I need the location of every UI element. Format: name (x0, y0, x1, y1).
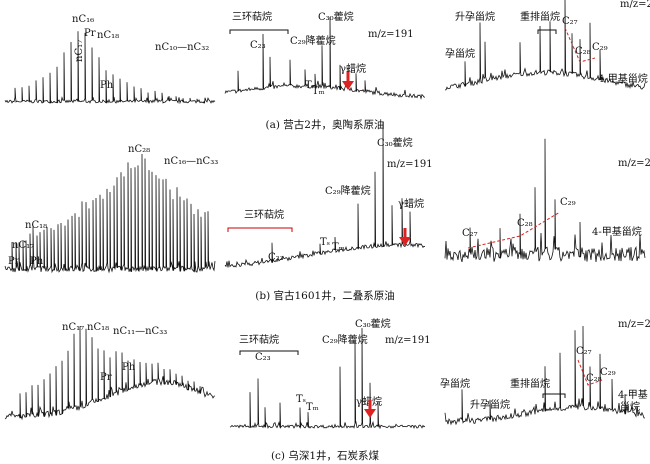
trace (224, 121, 426, 268)
peak-label: 甾烷 (620, 400, 640, 413)
annotation (537, 29, 557, 34)
peak-label: C₂₉ (600, 367, 616, 378)
arrow (399, 237, 411, 246)
peak-label: C₂₈ (586, 373, 602, 384)
peak-label: 三环萜烷 (232, 10, 272, 23)
peak-label: 孕甾烷 (445, 47, 475, 60)
peak-label: 三环萜烷 (239, 333, 279, 346)
peak-label: nC₁₆ (72, 14, 94, 25)
annotation (467, 211, 561, 249)
peak-label: 三环萜烷 (244, 208, 284, 221)
peak-label: Tₛ (320, 237, 330, 248)
peak-label: Ph (30, 256, 44, 267)
peak-label: C₃₀藿烷 (318, 10, 354, 23)
peak-label: γ蜡烷 (340, 62, 366, 75)
trace (445, 0, 646, 91)
peak-label: Tₘ (312, 86, 325, 97)
peak-label: nC₁₈ (97, 30, 119, 41)
peak-label: m/z=217 (620, 0, 650, 10)
peak-label: m/z=191 (387, 159, 433, 170)
peak-label: nC₁₀—nC₃₂ (155, 42, 209, 53)
peak-label: Tₛ (296, 394, 306, 405)
peak-label: Tₘ (306, 402, 319, 413)
peak-label: C₂₉降藿烷 (325, 184, 371, 197)
annotation (227, 227, 293, 232)
peak-label: Tₘ (332, 242, 345, 253)
peak-label: C₂₇ (562, 16, 578, 27)
arrow (342, 81, 354, 90)
peak-label: nC₁₇ (62, 322, 84, 333)
peak-label: Pr (8, 256, 20, 267)
peak-label: C₃₀藿烷 (377, 136, 413, 149)
peak-label: 4-甲基 (618, 388, 648, 401)
peak-label: γ蜡烷 (398, 197, 424, 210)
peak-label: nC₁₈ (25, 220, 47, 231)
trace (229, 328, 426, 430)
peak-label: C₂₈ (575, 46, 591, 57)
peak-label: C₂₇ (462, 228, 478, 239)
peak-label: Ph (122, 362, 136, 373)
annotation (542, 393, 566, 398)
peak-label: m/z=217 (618, 319, 650, 330)
trace (224, 16, 426, 100)
caption: (a) 营古2井，奥陶系原油 (266, 118, 385, 131)
peak-label: nC₂₈ (128, 144, 150, 155)
peak-label: nC₁₆—nC₃₃ (164, 156, 218, 167)
peak-label: Ph (100, 80, 114, 91)
peak-label: C₂₉ (560, 197, 576, 208)
peak-label: m/z=217 (618, 158, 650, 169)
peak-label: Pr (84, 28, 96, 39)
peak-label: nC₁₈ (87, 322, 109, 333)
peak-label: Pr (100, 372, 112, 383)
annotation (577, 359, 603, 386)
annotation (239, 350, 299, 355)
peak-label: C₂₇ (576, 346, 592, 357)
peak-label: C₂₃ (250, 40, 266, 51)
caption: (b) 官古1601井，二叠系原油 (255, 289, 394, 302)
caption: (c) 乌深1井，石炭系煤 (271, 449, 380, 462)
trace (444, 325, 646, 426)
trace (4, 31, 216, 105)
peak-label: 升孕甾烷 (470, 398, 510, 411)
peak-label: 重排甾烷 (520, 10, 560, 23)
peak-label: C₂₃ (255, 352, 271, 363)
trace (4, 326, 216, 421)
peak-label: C₂₈ (517, 218, 533, 229)
annotation (564, 27, 596, 63)
peak-label: C₂₉降藿烷 (290, 34, 336, 47)
peak-label: nC₁₁—nC₃₃ (113, 326, 167, 337)
annotation (229, 29, 289, 34)
peak-label: C₂₉降藿烷 (322, 333, 368, 346)
peak-label: 升孕甾烷 (455, 10, 495, 23)
peak-label: Tₛ (305, 80, 315, 91)
peak-label: m/z=191 (368, 29, 414, 40)
trace (4, 153, 216, 274)
peak-label: m/z=191 (385, 335, 431, 346)
peak-label: C₂₃ (268, 252, 284, 263)
arrow (364, 409, 376, 418)
trace (444, 138, 646, 263)
peak-label: 4-甲基甾烷 (598, 72, 648, 85)
peak-label: C₃₀藿烷 (355, 317, 391, 330)
peak-label: 孕甾烷 (440, 377, 470, 390)
peak-label: nC₁₇ (12, 240, 34, 251)
peak-label: nC₁₇ (74, 40, 85, 62)
peak-label: 重排甾烷 (510, 377, 550, 390)
peak-label: C₂₉ (592, 42, 608, 53)
peak-label: 4-甲基甾烷 (592, 225, 642, 238)
